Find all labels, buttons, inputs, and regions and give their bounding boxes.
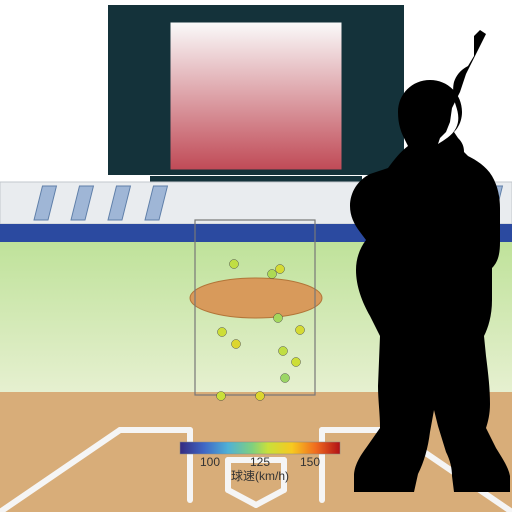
pitch-marker [217, 392, 226, 401]
legend-tick-labels: 100 125 150 [200, 455, 320, 469]
legend-gradient-bar [180, 442, 340, 454]
chart-svg: 100 125 150 球速(km/h) [0, 0, 512, 512]
scoreboard-screen [170, 22, 342, 170]
pitchers-mound [190, 278, 322, 318]
legend-tick: 150 [300, 455, 320, 469]
pitch-marker [279, 347, 288, 356]
pitch-marker [292, 358, 301, 367]
pitch-marker [256, 392, 265, 401]
pitch-marker [276, 265, 285, 274]
pitch-marker [230, 260, 239, 269]
legend-axis-label: 球速(km/h) [231, 469, 289, 483]
pitch-marker [296, 326, 305, 335]
pitch-marker [274, 314, 283, 323]
pitch-marker [218, 328, 227, 337]
pitch-marker [232, 340, 241, 349]
pitch-chart-stage: 100 125 150 球速(km/h) [0, 0, 512, 512]
pitch-marker [268, 270, 277, 279]
legend-tick: 125 [250, 455, 270, 469]
pitch-marker [281, 374, 290, 383]
legend-tick: 100 [200, 455, 220, 469]
